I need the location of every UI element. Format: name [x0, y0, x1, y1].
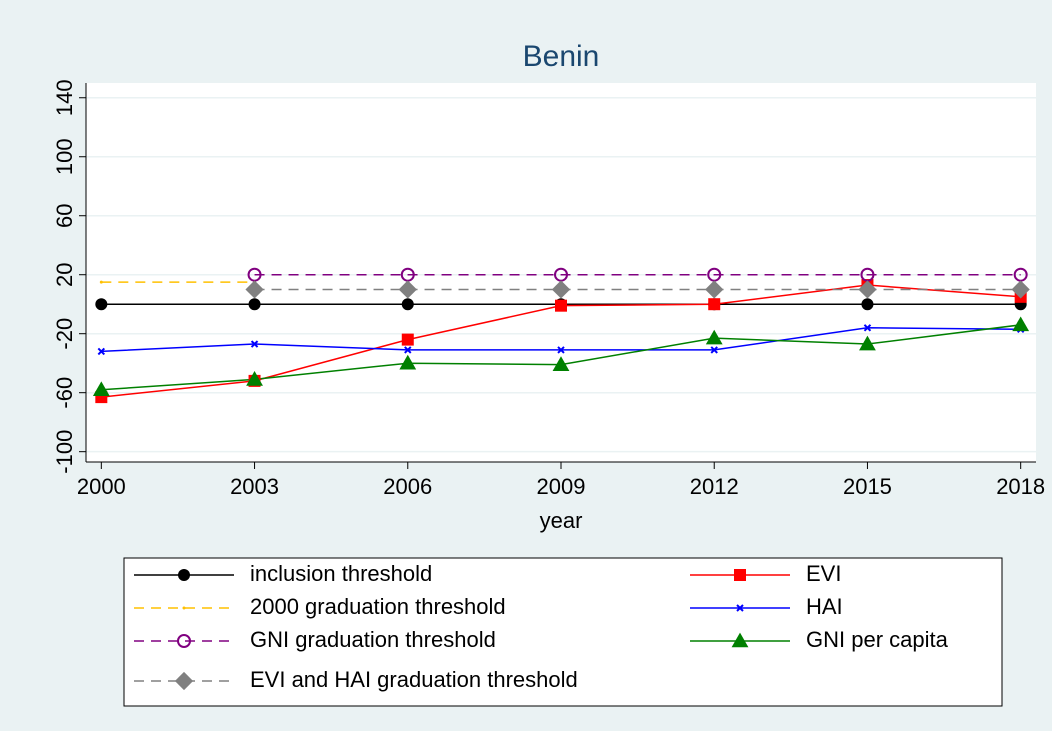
marker	[178, 569, 190, 581]
y-tick-label: -60	[52, 377, 77, 409]
marker	[182, 606, 186, 610]
marker	[557, 346, 565, 354]
marker	[246, 371, 263, 386]
y-tick-label: 60	[52, 203, 77, 227]
marker	[731, 632, 749, 648]
legend-label: GNI graduation threshold	[250, 627, 496, 652]
marker	[859, 335, 876, 351]
marker	[92, 381, 110, 397]
legend	[123, 557, 1003, 707]
y-tick-label: 100	[52, 138, 77, 175]
marker	[177, 634, 191, 648]
marker	[1011, 280, 1030, 299]
marker	[858, 280, 877, 299]
legend-label: EVI and HAI graduation threshold	[250, 667, 578, 692]
marker	[551, 280, 571, 299]
y-tick-label: -20	[52, 318, 77, 350]
marker	[734, 569, 746, 581]
legend-label: HAI	[806, 594, 843, 619]
legend-label: inclusion threshold	[250, 561, 432, 586]
x-tick-label: 2006	[383, 474, 432, 499]
marker	[95, 298, 108, 311]
marker	[398, 280, 417, 299]
x-tick-label: 2018	[996, 474, 1045, 499]
chart-title: Benin	[523, 40, 600, 73]
x-tick-label: 2009	[537, 474, 586, 499]
marker	[404, 346, 412, 354]
marker	[861, 298, 874, 311]
marker	[710, 346, 718, 354]
marker	[401, 298, 414, 311]
x-tick-label: 2000	[77, 474, 126, 499]
marker	[248, 298, 261, 311]
marker	[97, 347, 106, 356]
marker	[174, 671, 194, 691]
marker	[1012, 316, 1030, 332]
marker	[863, 324, 872, 332]
x-tick-label: 2012	[690, 474, 739, 499]
legend-label: GNI per capita	[806, 627, 949, 652]
marker	[736, 604, 744, 612]
plot-area	[86, 83, 1036, 462]
y-tick-label: -100	[52, 430, 77, 474]
marker	[552, 356, 570, 371]
x-axis-label: year	[540, 508, 583, 533]
marker	[99, 280, 103, 284]
marker	[555, 299, 567, 312]
x-tick-label: 2015	[843, 474, 892, 499]
marker	[250, 340, 259, 348]
y-tick-label: 140	[52, 79, 77, 116]
marker	[708, 298, 721, 311]
legend-label: 2000 graduation threshold	[250, 594, 506, 619]
legend-label: EVI	[806, 561, 841, 586]
marker	[401, 333, 414, 346]
marker	[245, 280, 264, 299]
y-tick-label: 20	[52, 262, 77, 286]
marker	[705, 280, 724, 299]
marker	[399, 354, 417, 370]
x-tick-label: 2003	[230, 474, 279, 499]
marker	[705, 329, 723, 345]
